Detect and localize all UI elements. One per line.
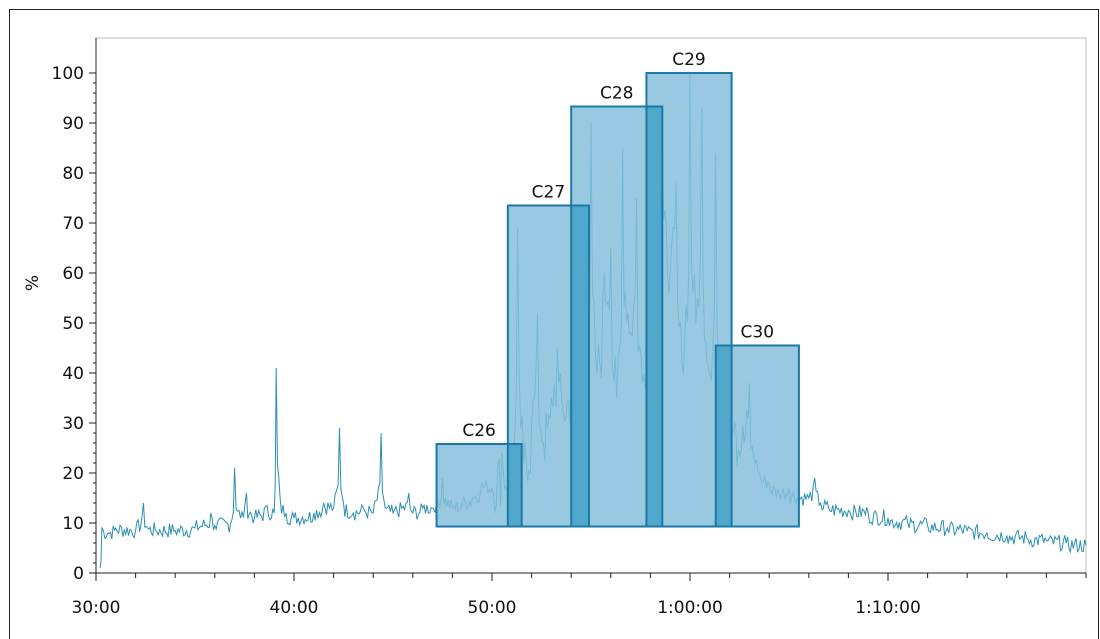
fraction-overlap: [646, 106, 663, 527]
fraction-label-c27: C27: [532, 183, 566, 203]
fraction-overlap: [571, 205, 590, 527]
x-tick-label: 30:00: [72, 598, 121, 618]
fraction-layer: C26 C27 C28 C29 C30: [435, 50, 800, 528]
y-tick-label: 50: [62, 314, 84, 334]
fraction-overlap: [507, 444, 522, 527]
x-tick-label: 40:00: [270, 598, 319, 618]
fraction-label-c28: C28: [600, 84, 634, 104]
fraction-overlap: [715, 345, 732, 527]
chart-frame: [9, 9, 1099, 639]
y-tick-label: 0: [73, 564, 84, 584]
fraction-outline-c29: [645, 72, 733, 528]
fraction-outline-c26: [435, 443, 523, 528]
y-tick-label: 100: [52, 64, 84, 84]
y-tick-label: 80: [62, 164, 84, 184]
fraction-outline-c30: [714, 344, 800, 528]
fraction-outline-c28: [570, 105, 664, 528]
fraction-label-c29: C29: [672, 50, 706, 70]
y-tick-label: 40: [62, 364, 84, 384]
fraction-label-c26: C26: [462, 421, 496, 441]
fraction-label-c30: C30: [741, 323, 775, 343]
fraction-outline-c27: [506, 204, 591, 528]
y-tick-label: 60: [62, 264, 84, 284]
x-tick-label: 50:00: [468, 598, 517, 618]
y-tick-label: 30: [62, 414, 84, 434]
y-tick-label: 20: [62, 464, 84, 484]
axes: 0 10 20 30 40 50 60 70 80 90 100 30:00 40:00 50:00 1:0…: [52, 38, 1087, 618]
y-tick-label: 10: [62, 514, 84, 534]
y-axis-label: %: [23, 275, 43, 291]
y-tick-label: 70: [62, 214, 84, 234]
x-tick-label: 1:10:00: [855, 598, 921, 618]
y-tick-label: 90: [62, 114, 84, 134]
x-tick-label: 1:00:00: [657, 598, 723, 618]
